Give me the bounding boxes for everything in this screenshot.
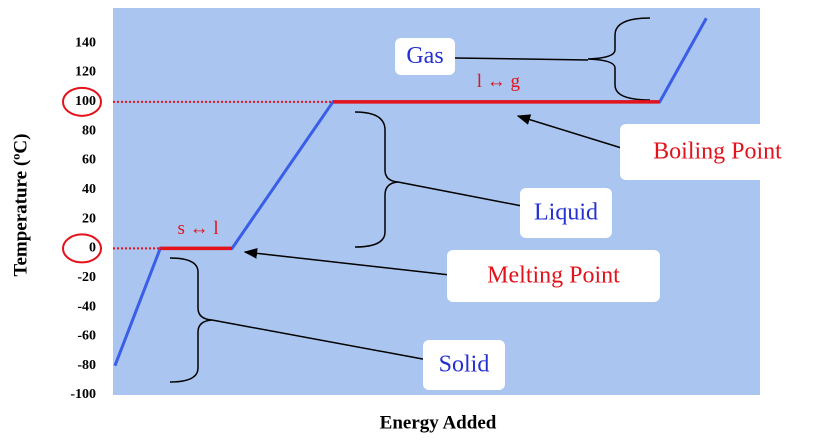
boiling-arrow: [516, 114, 629, 151]
y-tick-label: 40: [82, 182, 96, 197]
y-tick-label: -60: [77, 329, 96, 344]
annotation: Boiling Point: [653, 139, 782, 165]
curve-segment: [113, 17, 708, 367]
annotation-box: [447, 250, 660, 302]
gas-connector: [454, 57, 589, 61]
phase-change-label: s ↔ l: [178, 218, 219, 239]
x-axis-label: Energy Added: [380, 412, 497, 433]
annotation-box: [423, 340, 505, 390]
y-tick-label: -100: [70, 387, 96, 402]
solid-connector: [211, 319, 429, 361]
y-tick-label: 60: [82, 153, 96, 168]
tick-highlight: [62, 86, 102, 117]
melting-arrow: [243, 247, 451, 276]
y-tick-label: 0: [89, 241, 96, 256]
y-tick-label: 100: [75, 94, 96, 109]
y-tick-label: 140: [75, 35, 96, 50]
y-tick-label: -40: [77, 299, 96, 314]
annotation: Melting Point: [487, 263, 620, 289]
y-axis-label: Temperature (ºC): [10, 134, 31, 277]
phase-change-label: l ↔ g: [477, 71, 521, 92]
annotation: Solid: [439, 352, 490, 378]
y-tick-label: 80: [82, 123, 96, 138]
annotation: Liquid: [534, 200, 598, 226]
y-tick-label: 120: [75, 65, 96, 80]
y-tick-label: -20: [77, 270, 96, 285]
liquid-connector: [397, 181, 523, 207]
annotation-box: [520, 188, 612, 238]
y-tick-label: 20: [82, 211, 96, 226]
annotation: Gas: [406, 43, 443, 69]
y-tick-label: -80: [77, 358, 96, 373]
annotation-box: [620, 124, 815, 180]
gas-brace: [587, 17, 651, 101]
tick-highlight: [62, 233, 102, 264]
annotation-box: [395, 38, 455, 75]
